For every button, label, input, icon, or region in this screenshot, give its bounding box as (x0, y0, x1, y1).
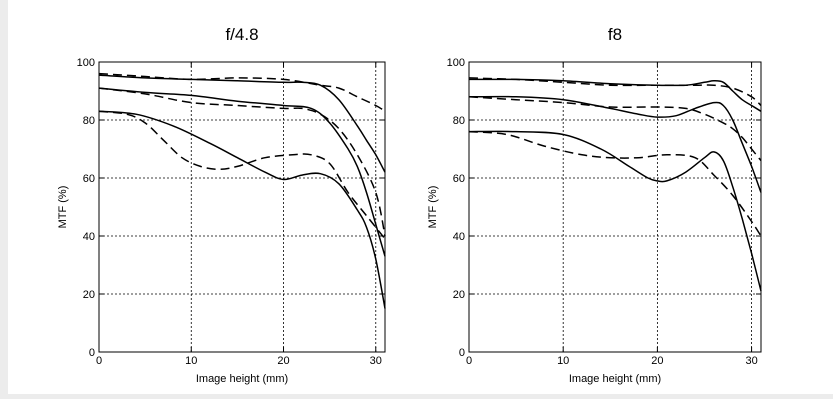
chart-1-y-tick-label: 0 (89, 347, 95, 359)
chart-1-plot-frame (98, 61, 386, 353)
chart-1-series-5-solid-line (98, 110, 386, 309)
chart-1-x-tick-label: 30 (370, 355, 382, 367)
chart-2-series-2-dashed-line (468, 77, 762, 107)
chart-2-series-1-solid-line (468, 78, 762, 112)
chart-2-y-tick-label: 20 (453, 289, 465, 301)
chart-1-x-tick-label: 20 (277, 355, 289, 367)
chart-2-x-tick-label: 10 (557, 355, 569, 367)
chart-2-series-3-solid-line (468, 95, 762, 193)
chart-1-y-axis-label: MTF (%) (57, 186, 69, 229)
chart-2-y-tick-label: 100 (447, 57, 465, 69)
chart-1-y-tick-label: 20 (83, 289, 95, 301)
chart-1-x-tick-label: 10 (185, 355, 197, 367)
chart-1-y-tick-label: 100 (77, 57, 95, 69)
mtf-figure: f/4.8 0 10 20 30 0 20 40 60 80 100 Image height (mm… (8, 0, 833, 394)
chart-1-series-2-dashed-line (98, 72, 386, 112)
chart-2-y-tick-label: 60 (453, 173, 465, 185)
chart-2-series-6-dashed-line (468, 130, 762, 237)
chart-2-plot-frame (468, 61, 762, 353)
chart-1-x-tick-label: 0 (96, 355, 102, 367)
chart-1-series-3-solid-line (98, 87, 386, 257)
chart-2-x-tick-label: 30 (745, 355, 757, 367)
chart-2-x-tick-label: 20 (651, 355, 663, 367)
chart-1-y-tick-label: 40 (83, 231, 95, 243)
chart-2-series-4-dashed-line (468, 96, 762, 162)
chart-1-x-axis-label: Image height (mm) (196, 373, 288, 385)
chart-1-series-6-dashed-line (98, 110, 386, 240)
chart-2-x-axis-label: Image height (mm) (569, 373, 661, 385)
chart-2-series-5-solid-line (468, 130, 762, 292)
chart-2-y-tick-label: 80 (453, 115, 465, 127)
chart-1-series-4-dashed-line (98, 87, 386, 237)
chart-2-y-tick-label: 40 (453, 231, 465, 243)
chart-2-title: f8 (608, 25, 622, 44)
chart-2-y-axis-label: MTF (%) (427, 186, 439, 229)
chart-1-title: f/4.8 (225, 25, 258, 44)
chart-1-y-tick-label: 80 (83, 115, 95, 127)
chart-2-x-tick-label: 0 (466, 355, 472, 367)
chart-1-y-tick-label: 60 (83, 173, 95, 185)
chart-2-y-tick-label: 0 (459, 347, 465, 359)
